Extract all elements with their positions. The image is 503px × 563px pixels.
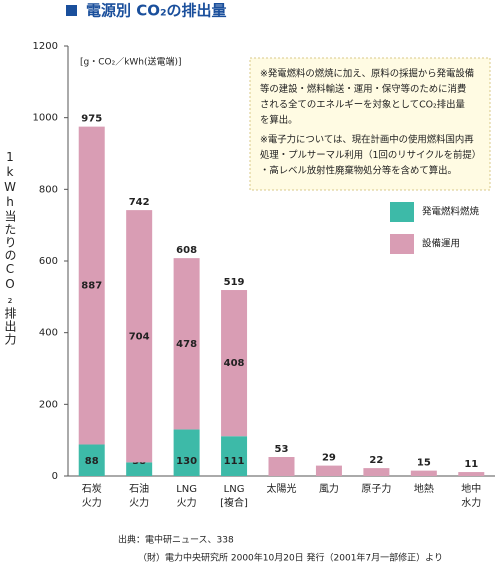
segment-label: 887 (81, 281, 102, 292)
total-label: 29 (322, 453, 336, 464)
y-tick-label: 0 (52, 471, 58, 482)
segment-label: 111 (224, 456, 245, 467)
bar-segment (173, 258, 200, 430)
source-line: 出典：電中研ニュース、338 (118, 534, 234, 546)
x-tick-label: [複合] (220, 496, 248, 509)
total-label: 742 (129, 197, 150, 208)
bar-segment (78, 126, 105, 445)
bar-segment (458, 472, 485, 476)
legend-swatch (390, 234, 414, 254)
title-bullet (66, 5, 77, 16)
bar-segment (221, 290, 248, 437)
segment-label: 704 (129, 331, 150, 342)
x-tick-label: 火力 (177, 496, 197, 509)
y-tick-label: 1000 (33, 113, 58, 124)
x-tick-label: 風力 (319, 482, 339, 495)
total-label: 15 (417, 458, 431, 469)
legend-label: 設備運用 (422, 238, 460, 250)
y-tick-label: 400 (39, 328, 58, 339)
total-label: 53 (275, 444, 289, 455)
bar-segment (126, 210, 153, 463)
total-label: 22 (369, 455, 383, 466)
y-axis-label: 1kWh当たりのCO₂排出力 (3, 150, 17, 346)
segment-label: 130 (176, 456, 197, 467)
note-line: ※電子力については、現在計画中の使用燃料国内再 (260, 134, 474, 146)
legend-swatch (390, 202, 414, 222)
note-line: 処理・プルサーマル利用（1回のリサイクルを前提） (260, 149, 481, 161)
x-tick-label: 地中 (461, 482, 481, 495)
note-line: ・高レベル放射性廃棄物処分等を含めて算出。 (260, 165, 457, 177)
bar-segment (126, 462, 153, 476)
note-line: 等の建設・燃料輸送・運用・保守等のために消費 (260, 83, 466, 95)
x-tick-label: LNG (176, 484, 197, 495)
y-tick-label: 200 (39, 399, 58, 410)
bar-segment (410, 470, 437, 476)
y-tick-label: 1200 (33, 41, 58, 52)
x-tick-label: 石油 (129, 482, 149, 495)
segment-label: 88 (85, 456, 99, 467)
note-line: ※発電燃料の燃焼に加え、原料の採掘から発電設備 (260, 68, 474, 80)
note-line: される全てのエネルギーを対象としてCO₂排出量 (260, 99, 465, 111)
source-line: （財）電力中央研究所 2000年10月20日 発行（2001年7月一部修正）より (138, 552, 443, 563)
total-label: 975 (81, 114, 102, 125)
note-box (249, 57, 491, 191)
chart-title: 電源別 CO₂の排出量 (86, 2, 227, 20)
x-tick-label: 石炭 (82, 483, 102, 495)
x-tick-label: 太陽光 (267, 482, 297, 495)
y-tick-label: 600 (39, 256, 58, 267)
total-label: 519 (224, 277, 245, 288)
bar-segment (363, 468, 390, 476)
legend-label: 発電燃料燃焼 (422, 206, 480, 218)
bar-segment (173, 429, 200, 476)
total-label: 608 (176, 245, 197, 256)
x-tick-label: 水力 (461, 496, 481, 509)
bar-segment (221, 436, 248, 476)
total-label: 11 (464, 459, 478, 470)
segment-label: 408 (224, 358, 245, 369)
bar-segment (268, 457, 295, 476)
bar-segment (315, 465, 342, 476)
x-tick-label: LNG (224, 484, 245, 495)
segment-label: 478 (176, 339, 197, 350)
unit-label: [g・CO₂／kWh(送電端)] (80, 56, 182, 68)
x-tick-label: 原子力 (361, 482, 391, 495)
y-tick-label: 800 (39, 184, 58, 195)
x-tick-label: 火力 (82, 496, 102, 509)
bar-segment (78, 444, 105, 476)
note-line: を算出。 (260, 114, 298, 126)
x-tick-label: 地熱 (414, 482, 434, 495)
x-tick-label: 火力 (129, 496, 149, 509)
